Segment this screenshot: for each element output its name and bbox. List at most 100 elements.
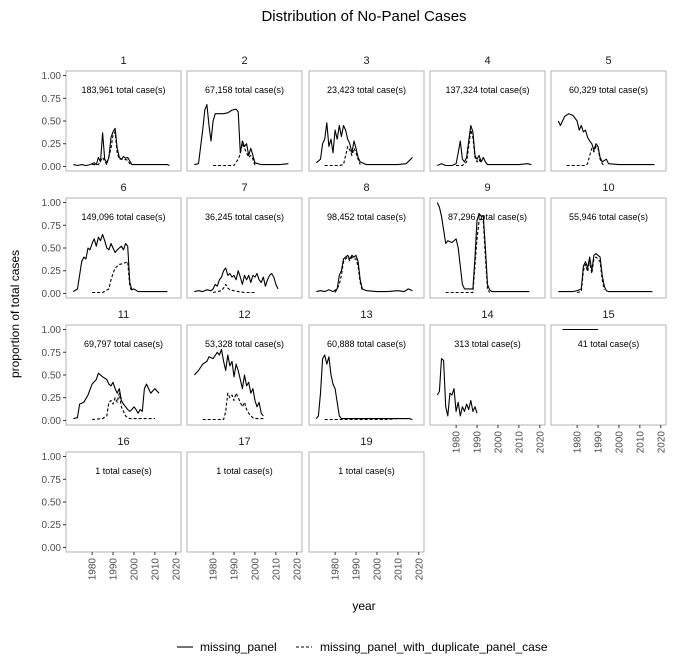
series-line-missing-panel [558, 252, 653, 293]
panel-frame [429, 324, 546, 426]
x-tick-label: 1990 [230, 558, 241, 581]
x-tick-label: 2010 [514, 431, 525, 454]
series-line-missing-panel-dup [334, 256, 363, 293]
facet-panel-5: 5 60,329 total case(s) [550, 55, 667, 172]
y-tick-label: 0.50 [42, 498, 62, 509]
x-tick-label: 2020 [535, 431, 546, 454]
panel-frame [65, 324, 182, 426]
facet-panel-9: 9 87,296 total case(s) [429, 182, 546, 299]
legend-label-missing-panel: missing_panel [200, 640, 277, 654]
facet-strip-label: 4 [484, 55, 490, 67]
series-line-missing-panel [557, 113, 655, 166]
panel-frame [308, 197, 425, 299]
y-tick-label: 0.25 [42, 520, 62, 531]
y-tick-label: 1.00 [42, 198, 62, 209]
total-cases-annotation: 23,423 total case(s) [327, 85, 406, 95]
y-tick-label: 0.00 [42, 289, 62, 300]
x-tick-label: 1990 [352, 558, 363, 581]
x-tick-label: 2010 [271, 558, 282, 581]
y-tick-label: 0.75 [42, 94, 62, 105]
facet-strip-label: 5 [605, 55, 611, 67]
facet-strip-label: 10 [602, 182, 614, 194]
facet-strip-label: 2 [241, 55, 247, 67]
y-tick-label: 0.00 [42, 543, 62, 554]
panel-frame [186, 197, 303, 299]
total-cases-annotation: 53,328 total case(s) [205, 339, 284, 349]
series-line-missing-panel [437, 124, 532, 167]
legend-label-missing-panel-dup: missing_panel_with_duplicate_panel_case [320, 640, 548, 654]
series-line-missing-panel [194, 104, 289, 166]
total-cases-annotation: 1 total case(s) [338, 466, 395, 476]
chart-title: Distribution of No-Panel Cases [261, 8, 466, 25]
y-tick-label: 1.00 [42, 452, 62, 463]
panel-frame [550, 197, 667, 299]
facet-panel-14: 14 313 total case(s) 1980 1990 2000 2010 2020 [429, 309, 546, 454]
facet-strip-label: 8 [363, 182, 369, 194]
y-tick-label: 1.00 [42, 325, 62, 336]
facet-panel-12: 12 53,328 total case(s) [186, 309, 303, 426]
x-tick-label: 2020 [656, 431, 667, 454]
x-tick-label: 2020 [292, 558, 303, 581]
panel-frame [550, 70, 667, 172]
x-tick-label: 1980 [331, 558, 342, 581]
y-tick-label: 0.75 [42, 475, 62, 486]
x-tick-label: 2000 [372, 558, 383, 581]
x-tick-label: 2000 [614, 431, 625, 454]
total-cases-annotation: 60,888 total case(s) [327, 339, 406, 349]
y-tick-label: 0.25 [42, 266, 62, 277]
y-tick-label: 1.00 [42, 71, 62, 82]
series-line-missing-panel [193, 348, 264, 417]
panel-frame [308, 324, 425, 426]
panel-frame [65, 451, 182, 553]
total-cases-annotation: 98,452 total case(s) [327, 212, 406, 222]
facet-strip-label: 6 [120, 182, 126, 194]
panel-frame [550, 324, 667, 426]
facet-panel-19: 19 1 total case(s) 1980 1990 2000 2010 2020 [308, 436, 425, 581]
total-cases-annotation: 87,296 total case(s) [448, 212, 527, 222]
total-cases-annotation: 313 total case(s) [454, 339, 521, 349]
y-tick-label: 0.75 [42, 348, 62, 359]
x-axis-label: year [352, 599, 375, 613]
x-tick-label: 1980 [88, 558, 99, 581]
facet-strip-label: 11 [118, 309, 129, 321]
legend: missing_panel missing_panel_with_duplica… [177, 640, 548, 654]
x-tick-label: 2000 [250, 558, 261, 581]
x-tick-label: 2010 [393, 558, 404, 581]
facet-panel-16: 16 1 total case(s) 0.00 0.25 0.50 0.75 1.00 198… [42, 436, 183, 580]
y-tick-label: 0.00 [42, 416, 62, 427]
y-tick-label: 0.00 [42, 162, 62, 173]
series-line-missing-panel [436, 358, 478, 417]
series-line-missing-panel-dup [92, 261, 133, 294]
facet-panel-1: 1 183,961 total case(s) 0.00 0.25 0.50 0.75 1.… [42, 55, 182, 173]
panel-frame [186, 70, 303, 172]
series-line-missing-panel-dup [445, 218, 491, 294]
facet-panel-4: 4 137,324 total case(s) [429, 55, 546, 172]
series-line-missing-panel-dup [92, 392, 155, 421]
facet-panel-13: 13 60,888 total case(s) [308, 309, 425, 426]
facet-panel-10: 10 55,946 total case(s) [550, 182, 667, 299]
facet-strip-label: 9 [484, 182, 490, 194]
facet-strip-label: 15 [602, 309, 614, 321]
facet-strip-label: 7 [241, 182, 247, 194]
panel-frame [308, 451, 425, 553]
y-tick-label: 0.75 [42, 221, 62, 232]
facet-panel-7: 7 36,245 total case(s) [186, 182, 303, 299]
total-cases-annotation: 183,961 total case(s) [81, 85, 165, 95]
y-tick-label: 0.25 [42, 139, 62, 150]
x-tick-label: 1980 [573, 431, 584, 454]
y-tick-label: 0.50 [42, 117, 62, 128]
x-tick-label: 2010 [150, 558, 161, 581]
facet-strip-label: 3 [363, 55, 369, 67]
x-tick-label: 2000 [493, 431, 504, 454]
panel-frame [65, 197, 182, 299]
x-tick-label: 1990 [473, 431, 484, 454]
series-line-missing-panel [315, 354, 411, 420]
total-cases-annotation: 69,797 total case(s) [84, 339, 163, 349]
total-cases-annotation: 1 total case(s) [95, 466, 152, 476]
total-cases-annotation: 137,324 total case(s) [445, 85, 529, 95]
facet-panel-15: 15 41 total case(s) 1980 1990 2000 2010 2020 [550, 309, 667, 454]
series-line-missing-panel [73, 372, 160, 420]
series-line-missing-panel [73, 233, 168, 293]
x-tick-label: 1980 [452, 431, 463, 454]
